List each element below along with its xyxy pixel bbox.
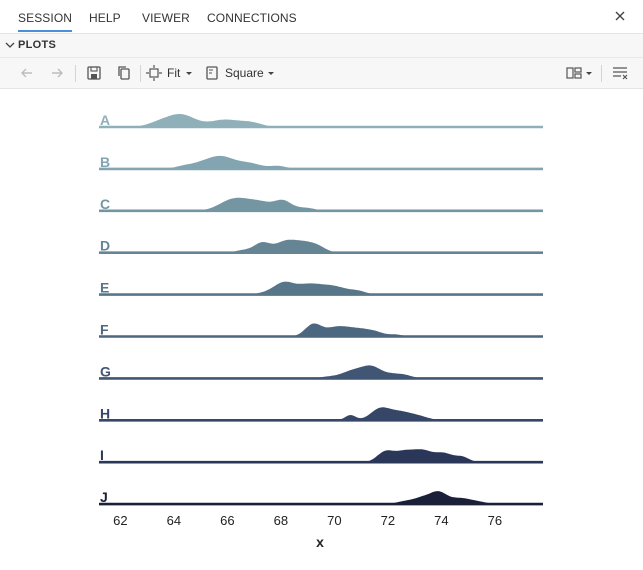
ridge-label-D: D bbox=[100, 238, 110, 254]
ridge-area-D bbox=[99, 239, 543, 253]
x-axis-label: x bbox=[316, 534, 324, 550]
toolbar-separator bbox=[140, 65, 141, 82]
ridge-label-J: J bbox=[100, 489, 108, 505]
x-tick-label: 72 bbox=[381, 513, 395, 528]
ridge-label-B: B bbox=[100, 154, 110, 170]
x-tick-label: 64 bbox=[167, 513, 181, 528]
toolbar-separator bbox=[601, 65, 602, 82]
ridgeline-chart: A B C D E F G H I J 62 64 66 68 70 72 74 76 x bbox=[99, 112, 543, 550]
ridge-area-F bbox=[99, 323, 543, 337]
plot-area: A B C D E F G H I J 62 64 66 68 70 72 74 76 x bbox=[0, 89, 643, 565]
ridge-series-J: J bbox=[99, 489, 543, 506]
plots-toolbar: Fit Square bbox=[0, 58, 643, 89]
ridge-series-A: A bbox=[99, 112, 543, 129]
chevron-down-icon[interactable] bbox=[185, 64, 193, 82]
x-tick-label: 66 bbox=[220, 513, 234, 528]
clear-plots-icon[interactable] bbox=[611, 64, 629, 82]
tab-bar: SESSION HELP VIEWER CONNECTIONS bbox=[0, 0, 643, 34]
layout-grid-icon[interactable] bbox=[565, 64, 583, 82]
ridge-series-G: G bbox=[99, 363, 543, 380]
ridge-area-H bbox=[99, 407, 543, 421]
plots-header-label: PLOTS bbox=[18, 39, 57, 51]
close-icon[interactable] bbox=[613, 9, 627, 23]
ridge-series-F: F bbox=[99, 322, 543, 338]
x-tick-label: 70 bbox=[327, 513, 341, 528]
tab-connections[interactable]: CONNECTIONS bbox=[207, 11, 297, 25]
ridge-series-I: I bbox=[99, 447, 543, 464]
ridge-area-A bbox=[99, 114, 543, 127]
back-arrow-icon[interactable] bbox=[18, 64, 36, 82]
ridge-label-A: A bbox=[100, 112, 110, 128]
copy-icon[interactable] bbox=[115, 64, 133, 82]
ridge-label-I: I bbox=[100, 447, 104, 463]
save-icon[interactable] bbox=[85, 64, 103, 82]
tab-session[interactable]: SESSION bbox=[18, 11, 73, 32]
x-tick-label: 68 bbox=[274, 513, 288, 528]
ridge-area-I bbox=[99, 449, 543, 463]
chevron-down-icon[interactable] bbox=[585, 64, 593, 82]
zoom-fit-icon[interactable] bbox=[145, 64, 163, 82]
chevron-down-icon[interactable] bbox=[5, 41, 15, 49]
ridge-area-G bbox=[99, 365, 543, 379]
forward-arrow-icon[interactable] bbox=[48, 64, 66, 82]
x-tick-label: 62 bbox=[113, 513, 127, 528]
aspect-label[interactable]: Square bbox=[225, 66, 264, 80]
ridge-area-E bbox=[99, 281, 543, 295]
ridge-area-C bbox=[99, 197, 543, 211]
ridge-label-G: G bbox=[100, 363, 111, 379]
x-tick-label: 76 bbox=[488, 513, 502, 528]
ridge-label-C: C bbox=[100, 196, 110, 212]
aspect-ratio-icon[interactable] bbox=[204, 64, 220, 82]
plots-panel-header[interactable]: PLOTS bbox=[0, 34, 643, 58]
toolbar-separator bbox=[75, 65, 76, 82]
ridge-series-E: E bbox=[99, 280, 543, 296]
ridge-area-J bbox=[99, 491, 543, 505]
ridge-label-E: E bbox=[100, 280, 109, 296]
zoom-fit-label[interactable]: Fit bbox=[167, 66, 181, 80]
chevron-down-icon[interactable] bbox=[267, 64, 275, 82]
ridge-series-H: H bbox=[99, 405, 543, 422]
tab-help[interactable]: HELP bbox=[89, 11, 121, 25]
ridge-label-F: F bbox=[100, 322, 109, 338]
tab-viewer[interactable]: VIEWER bbox=[142, 11, 190, 25]
x-tick-label: 74 bbox=[434, 513, 448, 528]
ridge-series-C: C bbox=[99, 196, 543, 213]
ridge-series-D: D bbox=[99, 238, 543, 254]
ridge-series-B: B bbox=[99, 154, 543, 171]
ridge-label-H: H bbox=[100, 405, 110, 421]
ridge-area-B bbox=[99, 155, 543, 169]
